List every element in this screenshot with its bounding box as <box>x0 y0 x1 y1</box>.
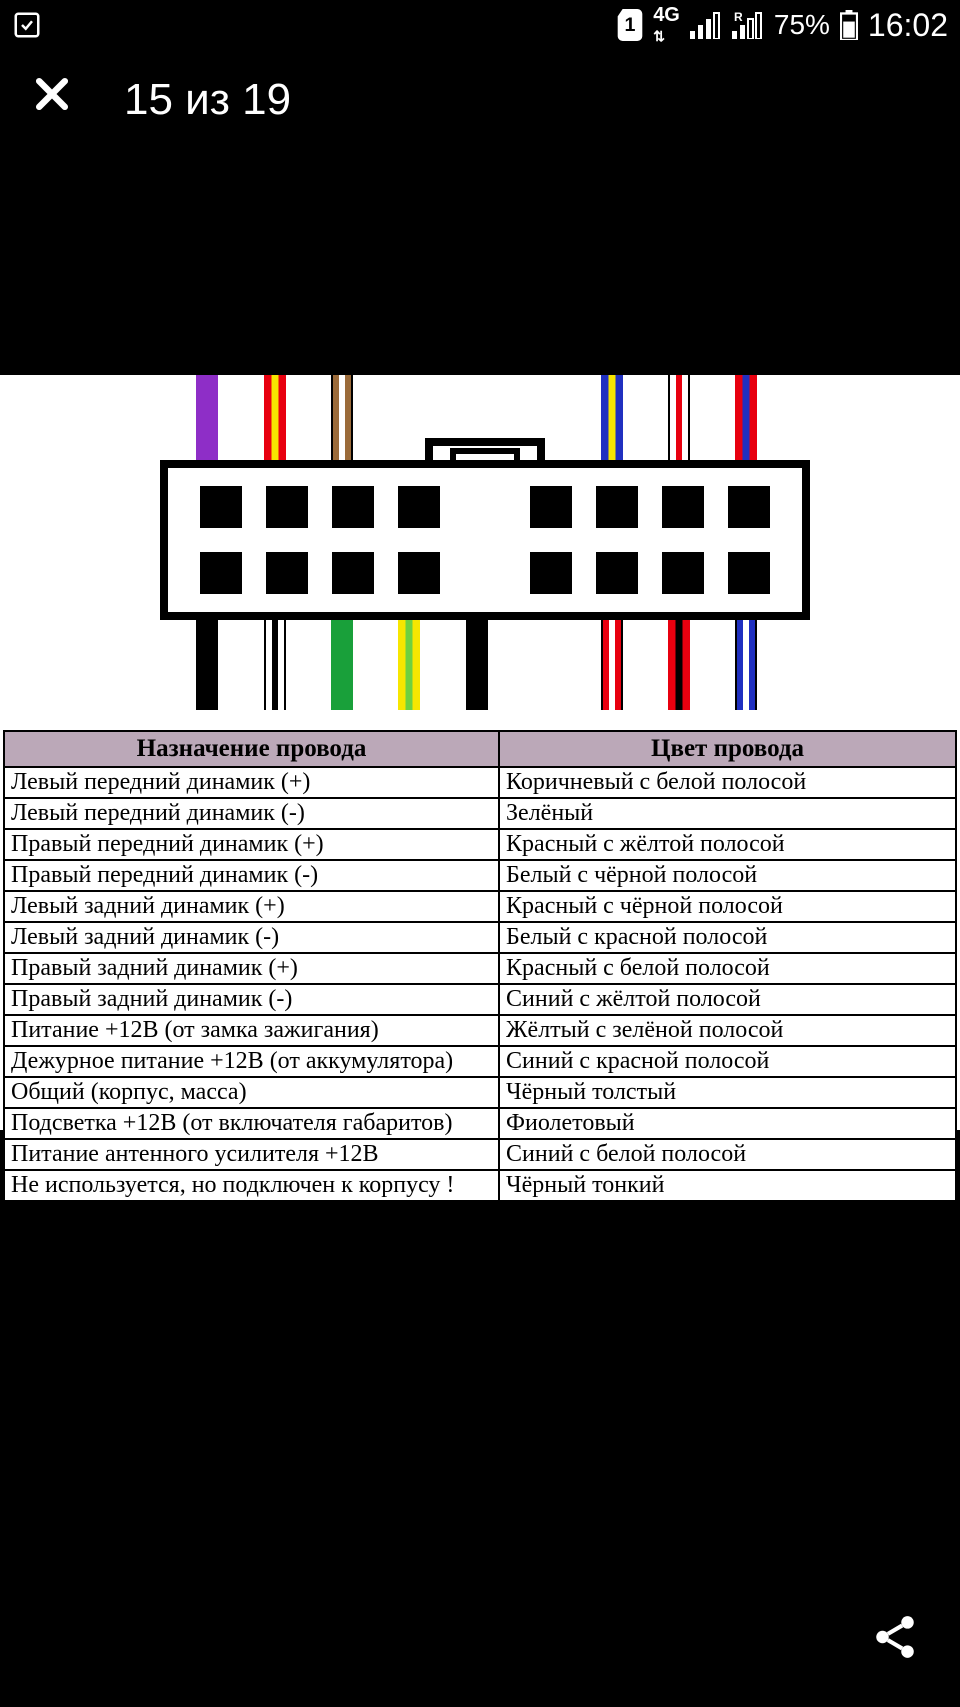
share-button[interactable] <box>870 1612 920 1667</box>
signal-icon <box>690 11 722 39</box>
table-row: Дежурное питание +12В (от аккумулятора)С… <box>4 1046 956 1077</box>
connector-pin <box>596 552 638 594</box>
table-cell: Правый задний динамик (+) <box>4 953 499 984</box>
table-header: Назначение провода <box>4 731 499 767</box>
table-cell: Подсветка +12В (от включателя габаритов) <box>4 1108 499 1139</box>
table-cell: Левый задний динамик (-) <box>4 922 499 953</box>
wire <box>331 375 353 460</box>
wire <box>264 620 286 710</box>
connector-pin <box>266 552 308 594</box>
table-cell: Жёлтый с зелёной полосой <box>499 1015 956 1046</box>
status-bar: 1 4G⇅ R 75% 16:02 <box>0 0 960 50</box>
table-row: Левый задний динамик (+)Красный с чёрной… <box>4 891 956 922</box>
svg-text:1: 1 <box>625 14 636 36</box>
wire <box>398 620 420 710</box>
wire <box>668 620 690 710</box>
wire <box>196 375 218 460</box>
connector-pin <box>530 552 572 594</box>
table-cell: Коричневый с белой полосой <box>499 767 956 798</box>
table-row: Правый передний динамик (+)Красный с жёл… <box>4 829 956 860</box>
table-row: Левый передний динамик (+)Коричневый с б… <box>4 767 956 798</box>
wire <box>668 375 690 460</box>
pin-row-bottom <box>168 552 802 594</box>
table-cell: Левый задний динамик (+) <box>4 891 499 922</box>
table-cell: Правый задний динамик (-) <box>4 984 499 1015</box>
connector-pin <box>332 486 374 528</box>
connector-pin <box>728 486 770 528</box>
table-row: Правый передний динамик (-)Белый с чёрно… <box>4 860 956 891</box>
connector-pin <box>662 486 704 528</box>
clock: 16:02 <box>868 7 948 44</box>
table-cell: Правый передний динамик (+) <box>4 829 499 860</box>
wire <box>601 620 623 710</box>
wiring-table: Назначение проводаЦвет провода Левый пер… <box>3 730 957 1202</box>
connector-pin <box>398 486 440 528</box>
table-cell: Правый передний динамик (-) <box>4 860 499 891</box>
table-row: Общий (корпус, масса)Чёрный толстый <box>4 1077 956 1108</box>
table-cell: Дежурное питание +12В (от аккумулятора) <box>4 1046 499 1077</box>
close-icon[interactable] <box>30 72 74 128</box>
status-left <box>12 10 42 40</box>
image-content[interactable]: Назначение проводаЦвет провода Левый пер… <box>0 375 960 1130</box>
svg-text:R: R <box>734 11 743 24</box>
table-cell: Чёрный толстый <box>499 1077 956 1108</box>
connector-pin <box>200 552 242 594</box>
battery-icon <box>840 10 858 40</box>
connector-pin <box>596 486 638 528</box>
wire <box>196 620 218 710</box>
table-cell: Белый с чёрной полосой <box>499 860 956 891</box>
sim-icon: 1 <box>617 9 643 41</box>
table-cell: Фиолетовый <box>499 1108 956 1139</box>
connector-pin <box>662 552 704 594</box>
connector-clip-inner <box>450 448 520 468</box>
title-bar: 15 из 19 <box>0 50 960 150</box>
table-row: Правый задний динамик (-)Синий с жёлтой … <box>4 984 956 1015</box>
connector-body <box>160 460 810 620</box>
pin-row-top <box>168 486 802 528</box>
wire <box>331 620 353 710</box>
wire <box>735 375 757 460</box>
wire <box>735 620 757 710</box>
image-counter: 15 из 19 <box>124 75 291 125</box>
table-cell: Чёрный тонкий <box>499 1170 956 1201</box>
connector-pin <box>332 552 374 594</box>
table-header: Цвет провода <box>499 731 956 767</box>
connector-pin <box>200 486 242 528</box>
wiring-diagram <box>0 375 960 710</box>
table-row: Левый передний динамик (-)Зелёный <box>4 798 956 829</box>
table-cell: Левый передний динамик (+) <box>4 767 499 798</box>
table-row: Левый задний динамик (-)Белый с красной … <box>4 922 956 953</box>
table-cell: Красный с чёрной полосой <box>499 891 956 922</box>
connector-pin <box>398 552 440 594</box>
wire <box>466 620 488 710</box>
table-cell: Синий с белой полосой <box>499 1139 956 1170</box>
wire <box>601 375 623 460</box>
signal-roaming-icon: R <box>732 11 764 39</box>
table-cell: Белый с красной полосой <box>499 922 956 953</box>
checkbox-icon <box>12 10 42 40</box>
table-cell: Красный с белой полосой <box>499 953 956 984</box>
table-cell: Синий с красной полосой <box>499 1046 956 1077</box>
table-cell: Не используется, но подключен к корпусу … <box>4 1170 499 1201</box>
table-row: Питание антенного усилителя +12ВСиний с … <box>4 1139 956 1170</box>
table-row: Правый задний динамик (+)Красный с белой… <box>4 953 956 984</box>
network-icon: 4G⇅ <box>653 5 680 45</box>
connector-pin <box>266 486 308 528</box>
table-cell: Зелёный <box>499 798 956 829</box>
table-cell: Красный с жёлтой полосой <box>499 829 956 860</box>
wire <box>264 375 286 460</box>
connector-pin <box>530 486 572 528</box>
table-cell: Питание антенного усилителя +12В <box>4 1139 499 1170</box>
table-cell: Общий (корпус, масса) <box>4 1077 499 1108</box>
table-row: Не используется, но подключен к корпусу … <box>4 1170 956 1201</box>
battery-percent: 75% <box>774 9 830 41</box>
table-row: Питание +12В (от замка зажигания)Жёлтый … <box>4 1015 956 1046</box>
table-row: Подсветка +12В (от включателя габаритов)… <box>4 1108 956 1139</box>
table-cell: Синий с жёлтой полосой <box>499 984 956 1015</box>
status-right: 1 4G⇅ R 75% 16:02 <box>617 5 948 45</box>
table-cell: Питание +12В (от замка зажигания) <box>4 1015 499 1046</box>
connector-pin <box>728 552 770 594</box>
table-cell: Левый передний динамик (-) <box>4 798 499 829</box>
